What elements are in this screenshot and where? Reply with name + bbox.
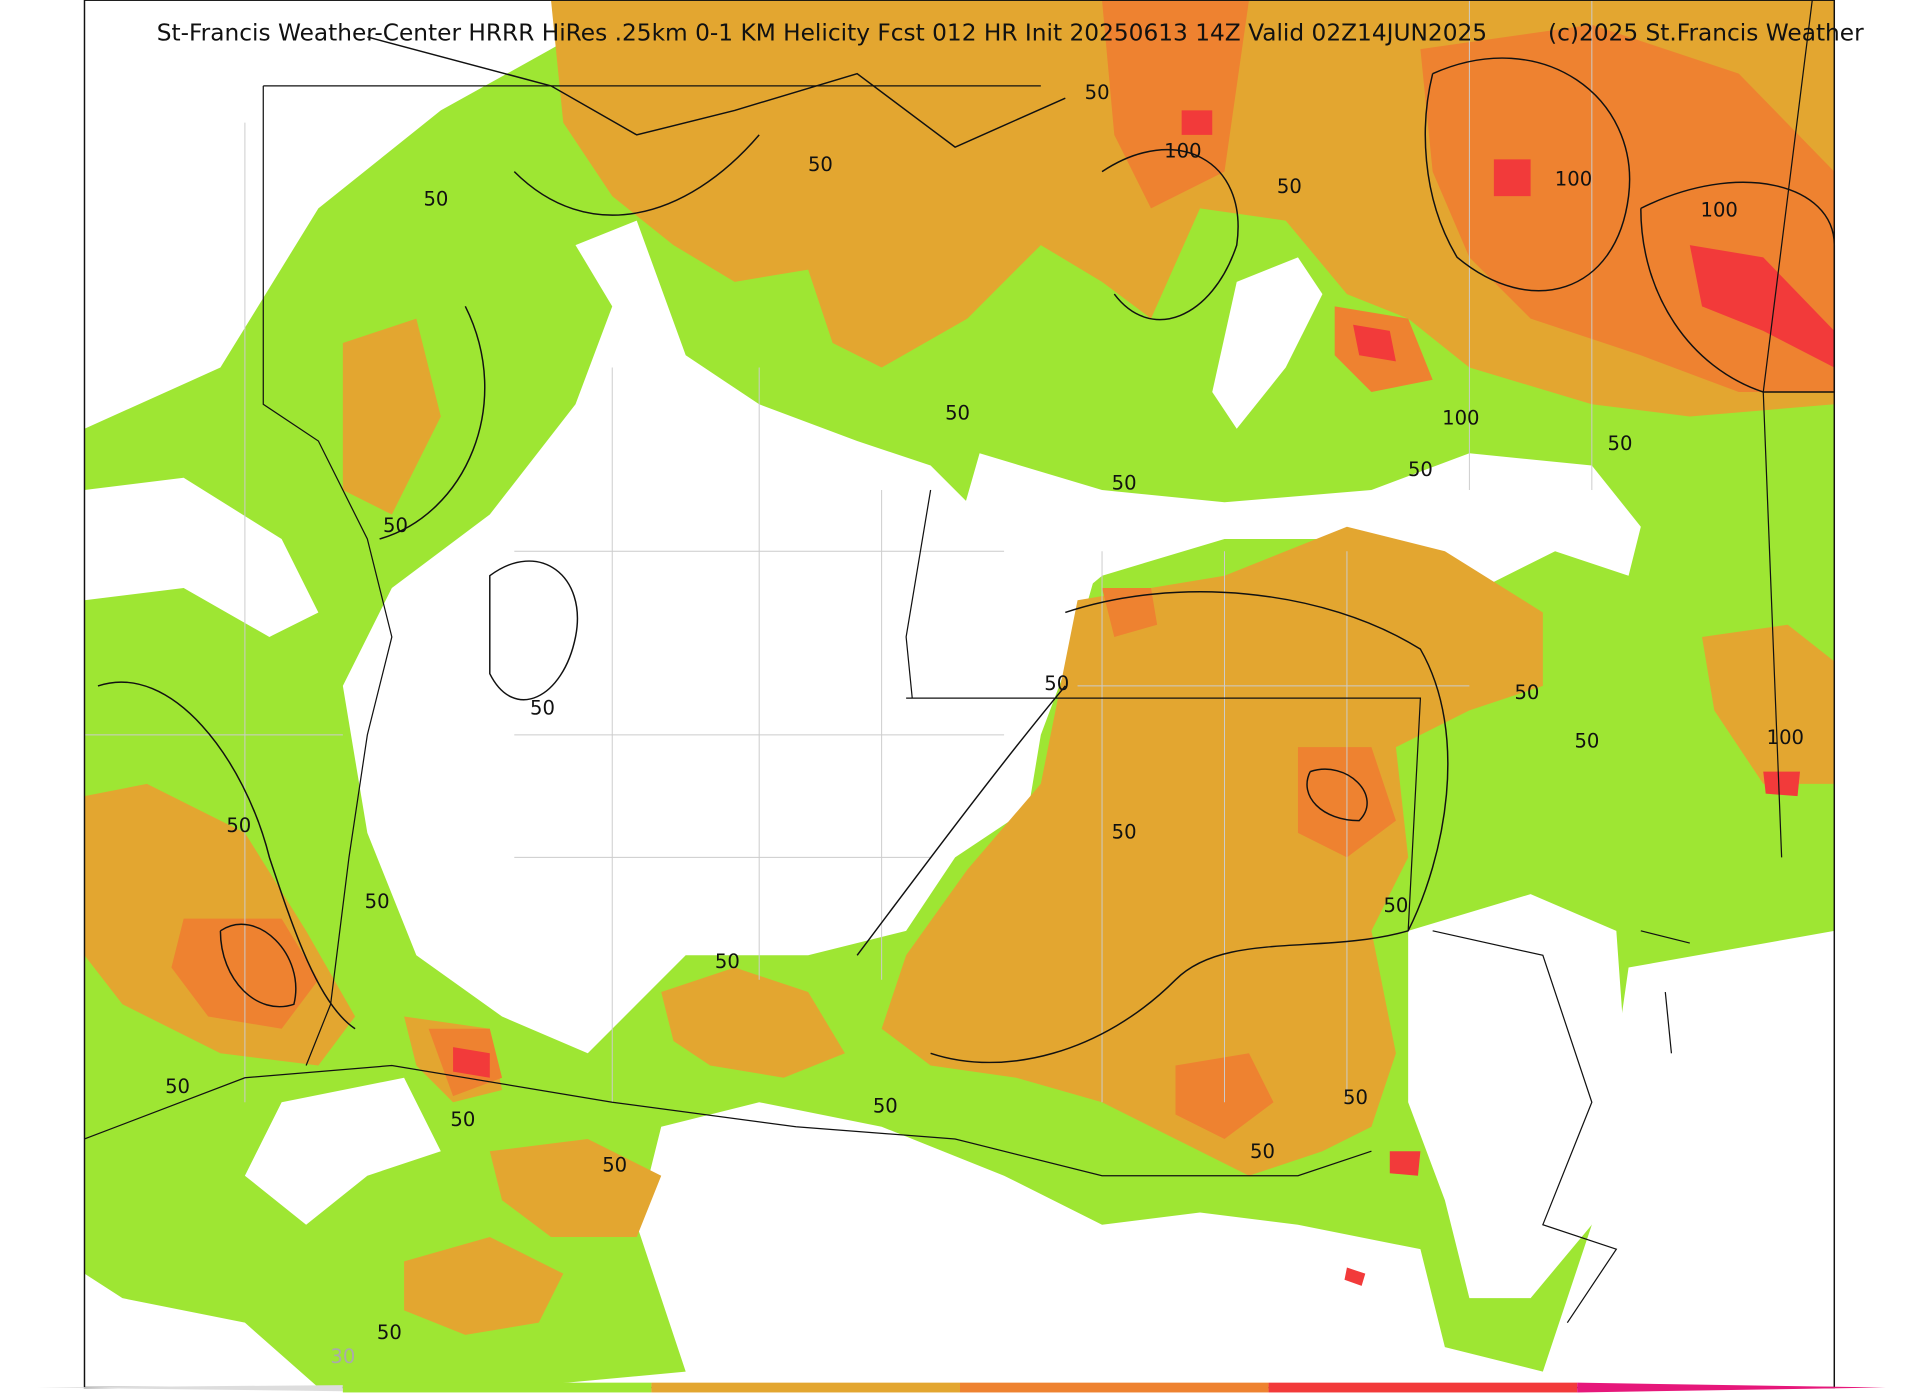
contour-label: 50: [365, 890, 390, 913]
contour-label: 50: [1383, 894, 1408, 917]
county-lines: [84, 0, 1593, 1103]
contour-label: 50: [602, 1153, 627, 1176]
contour-label: 50: [1408, 458, 1433, 481]
contour-label: 50: [377, 1321, 402, 1344]
colorbar-magenta: [1577, 1382, 1886, 1393]
colorbar-green: [342, 1382, 652, 1393]
colorbar: 30: [36, 1345, 1886, 1393]
no-shade-east: [906, 453, 1641, 686]
contour-label: 50: [1277, 175, 1302, 198]
colorbar-orange: [651, 1382, 960, 1393]
contour-label: 50: [530, 697, 555, 720]
coastline: [1432, 930, 1690, 1323]
colorbar-low: [36, 1385, 343, 1392]
contour-label: 50: [423, 187, 448, 210]
contour-label: 100: [1767, 726, 1804, 749]
contour-label: 50: [808, 153, 833, 176]
contour-label: 50: [1574, 730, 1599, 753]
helicity-dark-orange: [171, 0, 1835, 1139]
boundaries: [84, 0, 1836, 1323]
contour-labels: 50 100 50 100 50 100 50 100 50 50 50 50 50 50 50 50 50 10…: [165, 81, 1804, 1344]
contour-label: 50: [1085, 81, 1110, 104]
contour-label: 50: [1112, 820, 1137, 843]
contour-label: 50: [1343, 1086, 1368, 1109]
colorbar-red: [1268, 1382, 1578, 1393]
contour-label: 50: [226, 814, 251, 837]
contour-label: 100: [1164, 140, 1201, 163]
contour-label: 50: [165, 1075, 190, 1098]
field: [84, 0, 1835, 1388]
contour-label: 50: [715, 950, 740, 973]
contour-label: 50: [1514, 681, 1539, 704]
copyright: (c)2025 St.Francis Weather: [1548, 20, 1864, 47]
map-title: St-Francis Weather-Center HRRR HiRes .25…: [157, 20, 1487, 47]
contour-label: 50: [383, 514, 408, 537]
helicity-orange-southeast: [881, 526, 1543, 1176]
no-shade-southwest: [244, 1077, 441, 1225]
no-shade-west: [84, 477, 319, 637]
contour-label: 100: [1700, 198, 1737, 221]
contour-label: 50: [1044, 672, 1069, 695]
no-shade-southeast: [1408, 894, 1629, 1299]
contour-label: 50: [945, 402, 970, 425]
contour-label: 50: [1250, 1140, 1275, 1163]
colorbar-label: 30: [330, 1345, 355, 1368]
helicity-orange-east: [1702, 624, 1835, 784]
no-shade-center: [342, 220, 1103, 1054]
helicity-orange-sw: [342, 318, 662, 1335]
contour-label: 100: [1555, 168, 1592, 191]
contour-label: 50: [1112, 471, 1137, 494]
contour-label: 100: [1442, 406, 1479, 429]
contour-label: 50: [873, 1095, 898, 1118]
contour-label: 50: [450, 1108, 475, 1131]
contour-label: 50: [1608, 432, 1633, 455]
colorbar-dark-orange: [960, 1382, 1269, 1393]
no-shade-lake: [1212, 257, 1323, 429]
helicity-orange-south: [661, 967, 845, 1078]
